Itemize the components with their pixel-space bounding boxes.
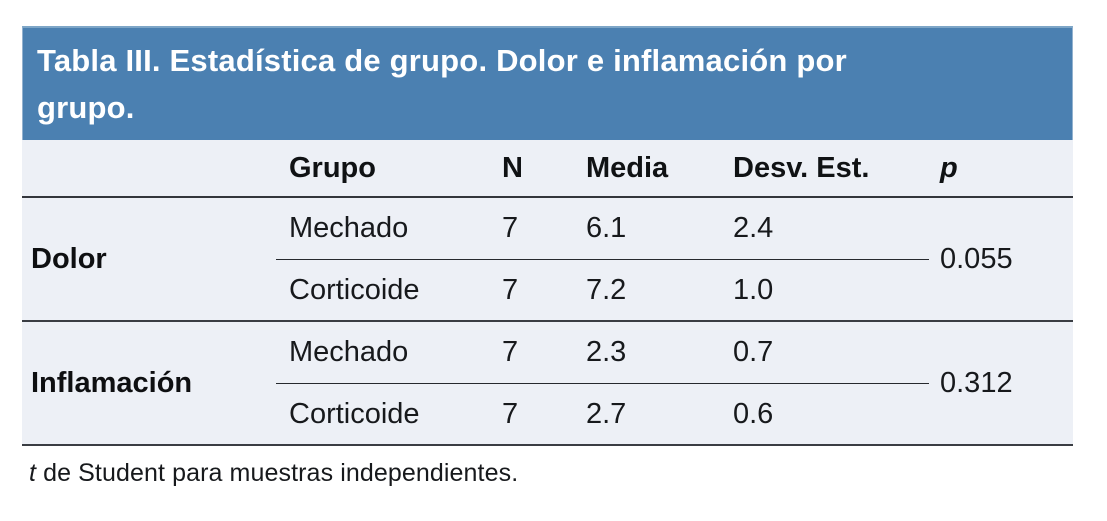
table-footnote: t de Student para muestras independiente…	[29, 459, 1073, 488]
cell-desv: 1.0	[721, 259, 929, 320]
group-label-inflamacion: Inflamación	[31, 366, 193, 399]
group-label-dolor: Dolor	[31, 242, 107, 275]
cell-media: 6.1	[586, 212, 627, 244]
cell-media: 2.7	[574, 383, 721, 444]
table-title-line1: Tabla III. Estadística de grupo. Dolor e…	[37, 43, 847, 78]
table-title-band: Tabla III. Estadística de grupo. Dolor e…	[22, 26, 1073, 140]
cell-grupo: Corticoide	[276, 383, 486, 444]
cell-desv: 2.4	[733, 212, 774, 244]
table-title-line2: grupo.	[37, 90, 135, 125]
cell-desv: 0.7	[733, 336, 774, 368]
cell-p-value-dolor: 0.055	[940, 242, 1013, 275]
column-header-row: Grupo N Media Desv. Est. p	[22, 140, 1073, 198]
header-empty	[22, 140, 276, 196]
header-p: p	[940, 151, 958, 184]
header-media: Media	[586, 151, 669, 184]
header-desv-est: Desv. Est.	[733, 151, 870, 184]
group-inflamacion: Inflamación Mechado 7 2.3 0.7 Corticoide…	[22, 322, 1073, 446]
header-n: N	[502, 151, 523, 184]
cell-n: 7	[486, 259, 574, 320]
group-dolor: Dolor Mechado 7 6.1 2.4 Corticoide 7 7.2…	[22, 198, 1073, 322]
cell-n: 7	[486, 383, 574, 444]
cell-grupo: Mechado	[289, 336, 409, 368]
cell-grupo: Mechado	[289, 212, 409, 244]
cell-media: 7.2	[574, 259, 721, 320]
cell-n: 7	[502, 212, 519, 244]
cell-n: 7	[502, 336, 519, 368]
footnote-text: de Student para muestras independientes.	[36, 459, 519, 487]
header-grupo: Grupo	[289, 151, 376, 184]
cell-desv: 0.6	[721, 383, 929, 444]
footnote-t-symbol: t	[29, 459, 37, 487]
cell-media: 2.3	[586, 336, 627, 368]
cell-p-value-inflamacion: 0.312	[940, 366, 1013, 399]
cell-grupo: Corticoide	[276, 259, 486, 320]
table-figure: Tabla III. Estadística de grupo. Dolor e…	[22, 26, 1073, 488]
